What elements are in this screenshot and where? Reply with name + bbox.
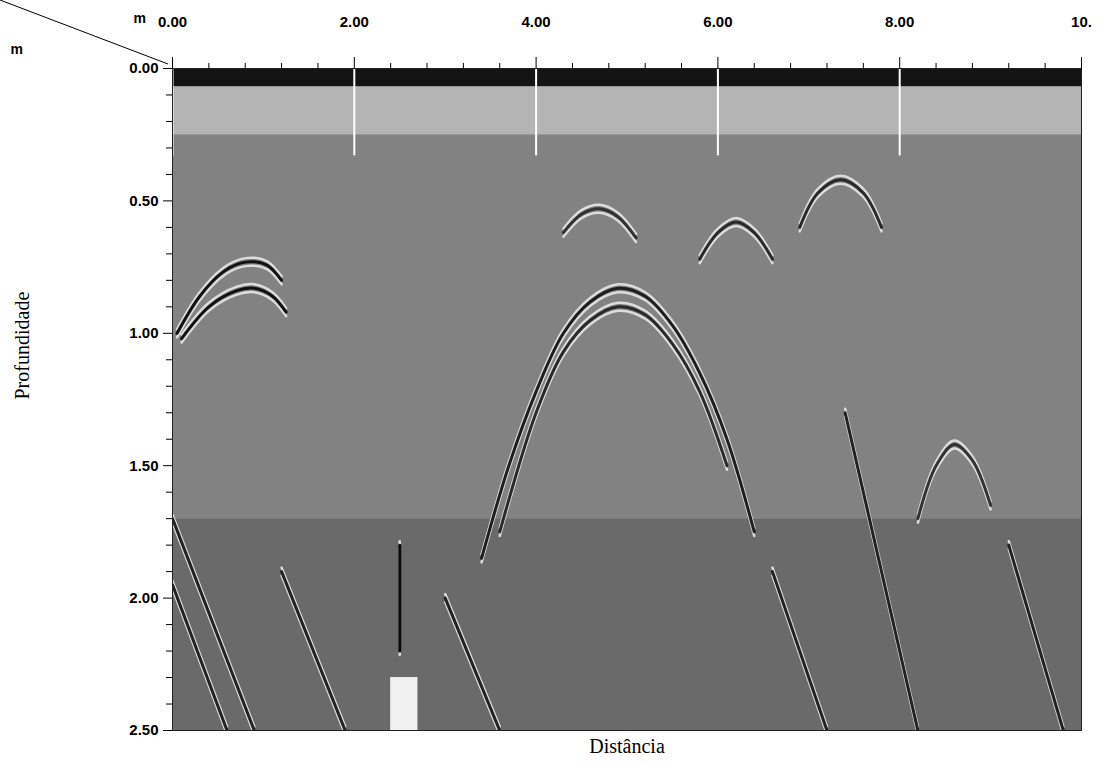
svg-text:6.00: 6.00 xyxy=(703,13,732,30)
svg-text:0.50: 0.50 xyxy=(129,192,158,209)
svg-text:4.00: 4.00 xyxy=(521,13,550,30)
svg-text:m: m xyxy=(134,10,146,26)
svg-text:8.00: 8.00 xyxy=(885,13,914,30)
svg-text:2.00: 2.00 xyxy=(340,13,369,30)
svg-text:Distância: Distância xyxy=(589,735,665,757)
svg-text:2.00: 2.00 xyxy=(129,589,158,606)
svg-text:2.50: 2.50 xyxy=(129,721,158,738)
svg-text:1.00: 1.00 xyxy=(129,324,158,341)
svg-text:m: m xyxy=(11,41,23,57)
svg-text:1.50: 1.50 xyxy=(129,457,158,474)
svg-text:0.00: 0.00 xyxy=(158,13,187,30)
svg-text:Profundidade: Profundidade xyxy=(11,292,33,400)
svg-text:0.00: 0.00 xyxy=(129,59,158,76)
svg-text:10.: 10. xyxy=(1071,13,1092,30)
